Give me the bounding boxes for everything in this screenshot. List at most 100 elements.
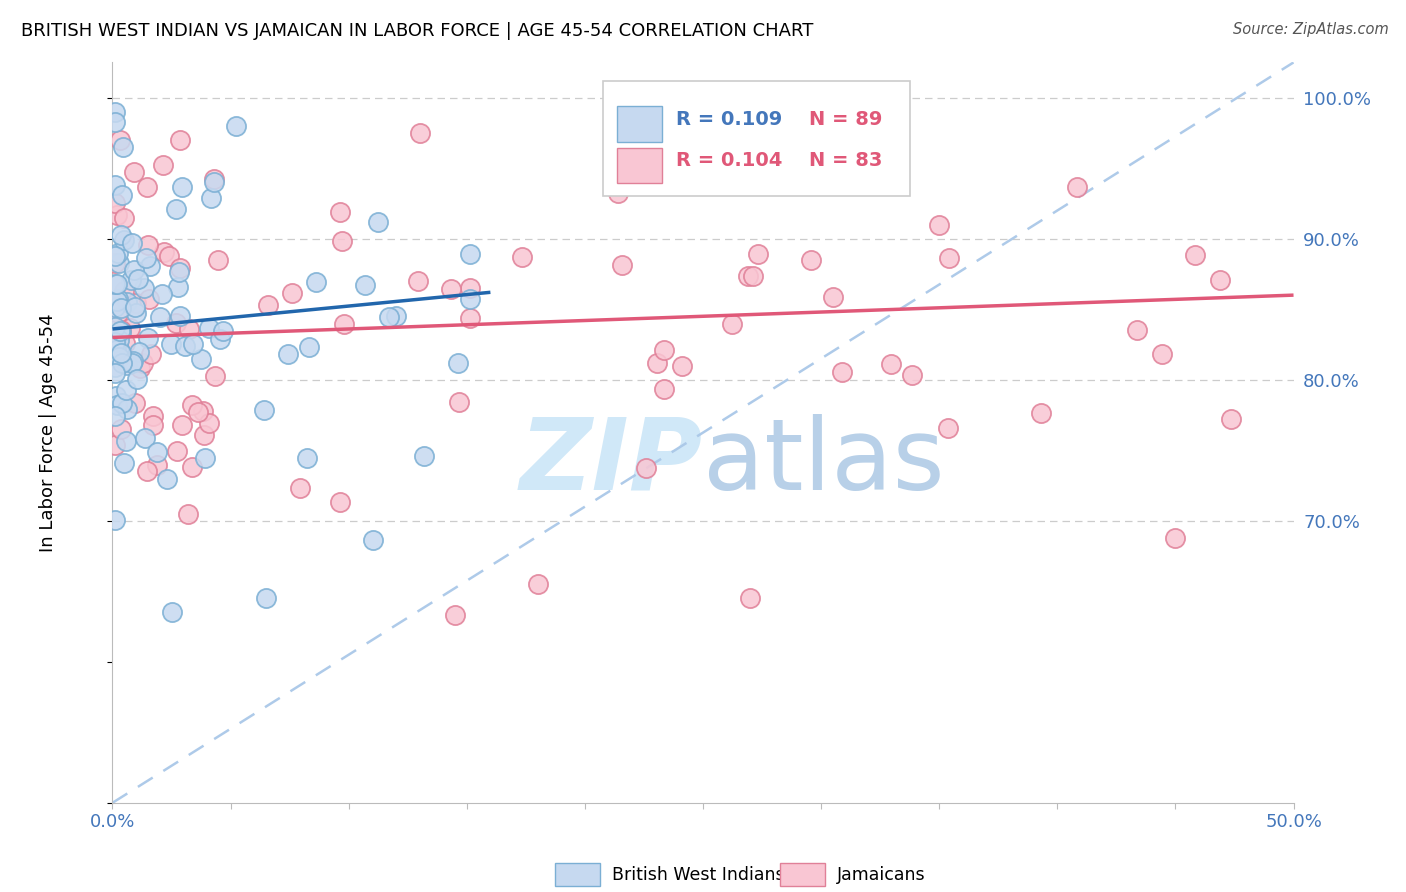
Point (169, 260, 191, 275)
Point (132, 356, 155, 370)
Point (112, 456, 135, 470)
Point (211, 324, 233, 338)
Point (458, 311, 481, 326)
Point (330, 235, 353, 249)
Point (879, 357, 901, 371)
Point (198, 321, 221, 335)
Point (104, 277, 127, 291)
Point (136, 331, 159, 345)
Point (439, 282, 461, 296)
Point (122, 354, 145, 368)
Point (821, 290, 844, 304)
Point (108, 333, 131, 347)
Point (110, 346, 132, 360)
Point (385, 309, 408, 323)
Text: R = 0.109: R = 0.109 (676, 110, 782, 129)
Point (111, 187, 134, 202)
Point (290, 481, 312, 495)
Point (111, 396, 134, 410)
Point (114, 353, 136, 368)
Point (122, 262, 145, 277)
Point (118, 321, 141, 335)
Point (191, 404, 214, 418)
Point (112, 211, 135, 225)
Point (157, 249, 180, 263)
Point (277, 347, 299, 361)
Point (1164, 531, 1187, 545)
Point (110, 422, 132, 436)
Point (104, 334, 127, 349)
FancyBboxPatch shape (617, 147, 662, 183)
Point (458, 246, 481, 260)
FancyBboxPatch shape (555, 863, 600, 887)
Point (458, 292, 481, 306)
Point (742, 269, 765, 284)
Point (747, 247, 769, 261)
Point (254, 591, 277, 606)
Point (1184, 248, 1206, 262)
Point (377, 310, 399, 324)
Point (361, 533, 384, 547)
Point (104, 512, 127, 526)
Point (104, 409, 127, 423)
Point (333, 317, 356, 331)
Point (142, 418, 165, 433)
Point (169, 310, 191, 324)
Point (145, 458, 167, 472)
Point (107, 246, 129, 260)
Point (110, 133, 132, 147)
Point (104, 319, 127, 334)
Point (104, 343, 127, 357)
Point (198, 416, 221, 430)
Point (105, 388, 128, 402)
Point (146, 445, 169, 459)
Point (169, 133, 191, 147)
Point (124, 396, 146, 410)
Point (194, 451, 217, 466)
Point (122, 165, 145, 179)
Point (610, 259, 633, 273)
FancyBboxPatch shape (603, 81, 910, 195)
Point (141, 347, 163, 361)
Point (115, 294, 138, 309)
Point (200, 191, 222, 205)
Point (165, 317, 187, 331)
Point (120, 273, 142, 287)
Point (104, 300, 127, 314)
Point (138, 293, 160, 307)
Point (110, 323, 132, 337)
Point (128, 344, 150, 359)
Point (253, 403, 276, 417)
Point (139, 259, 162, 273)
Point (115, 434, 138, 449)
Point (447, 356, 470, 370)
Point (105, 398, 128, 412)
Point (721, 317, 744, 331)
Text: British West Indians: British West Indians (612, 865, 785, 884)
Point (112, 233, 135, 247)
Point (165, 202, 187, 216)
Point (740, 591, 762, 606)
Point (1031, 406, 1053, 420)
Point (108, 325, 131, 339)
Point (138, 237, 160, 252)
Point (105, 293, 128, 308)
Point (110, 325, 132, 339)
Point (150, 287, 173, 301)
Point (111, 356, 134, 370)
Point (207, 252, 229, 267)
Text: BRITISH WEST INDIAN VS JAMAICAN IN LABOR FORCE | AGE 45-54 CORRELATION CHART: BRITISH WEST INDIAN VS JAMAICAN IN LABOR… (21, 22, 814, 40)
Point (510, 250, 533, 264)
Point (190, 351, 212, 366)
Point (367, 215, 389, 229)
Point (104, 104, 127, 119)
Text: Jamaicans: Jamaicans (837, 865, 925, 884)
Point (107, 306, 129, 320)
Point (671, 359, 693, 374)
Text: Source: ZipAtlas.com: Source: ZipAtlas.com (1233, 22, 1389, 37)
Point (652, 343, 675, 358)
Point (444, 608, 467, 623)
Point (135, 179, 157, 194)
Point (257, 298, 280, 312)
Point (1066, 179, 1088, 194)
